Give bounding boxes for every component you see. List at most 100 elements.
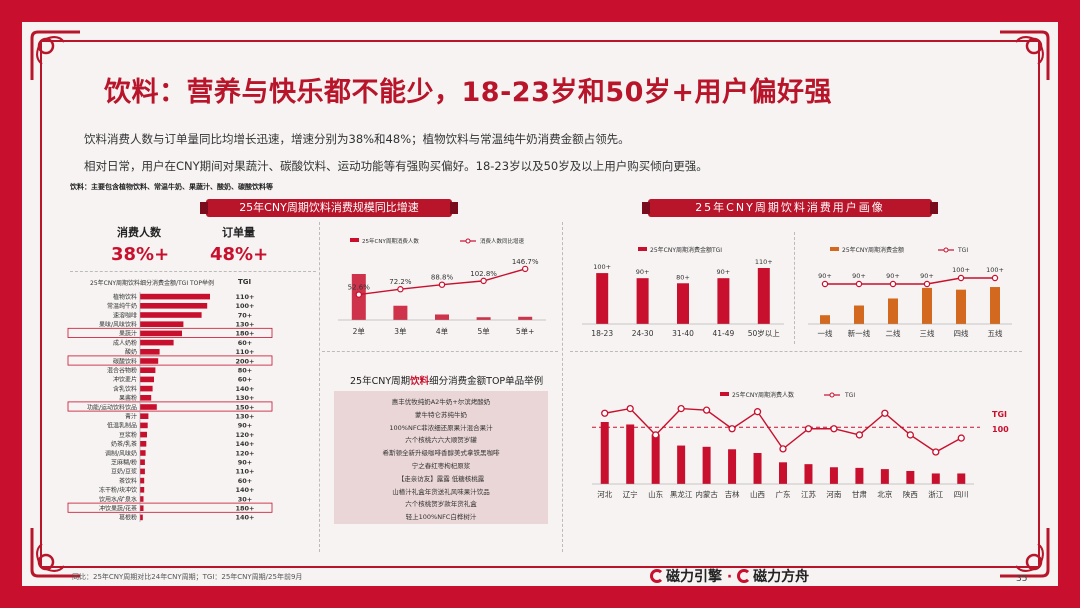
category-label: 碳酸饮料	[113, 357, 137, 365]
left-section-banner: 25年CNY周期饮料消费规模同比增速	[200, 199, 458, 217]
corner-ornament-icon	[1000, 528, 1050, 578]
bar	[728, 449, 737, 484]
data-label: 100+	[986, 266, 1004, 274]
order-growth-chart: 25年CNY周期消费人数 消费人数同比增速 2单 3单 4单 5单 5单+ 52.6% 72.2…	[338, 237, 546, 336]
bar	[957, 473, 966, 484]
hbar-chart-title: 25年CNY周期饮料细分消费金额/TGI TOP举例	[90, 280, 214, 287]
tgi-label: 130+	[235, 321, 254, 329]
tgi-label: 100+	[235, 302, 254, 310]
data-label: 102.8%	[470, 270, 497, 278]
bar	[140, 330, 182, 337]
tgi-label: 150+	[235, 403, 254, 411]
inner-border	[40, 40, 1040, 568]
bar	[702, 446, 711, 484]
tgi-point	[855, 431, 864, 439]
tgi-point	[779, 445, 787, 453]
bar	[906, 470, 915, 484]
top-list-item: 山楂汁礼盒年货送礼风味果汁饮品	[392, 487, 490, 496]
tgi-label: 130+	[235, 413, 254, 421]
x-tick-label: 新一线	[848, 328, 871, 338]
tgi-label: 110+	[235, 468, 254, 476]
legend-label: TGI	[844, 392, 855, 399]
bar	[626, 424, 635, 484]
province-chart: 25年CNY周期消费人数 TGI TGI 100 河北 辽宁 山东 黑龙江 内蒙古 吉林 山西 广东江…	[592, 391, 1009, 499]
tgi-point	[881, 409, 889, 417]
x-tick-label: 吉林	[725, 489, 740, 499]
top-list-item: 六个核桃六六大顺贺岁罐	[405, 436, 477, 445]
tgi-label: 110+	[235, 348, 254, 356]
data-label: 90+	[920, 272, 934, 280]
category-label: 冲饮果蔬/花茶	[99, 505, 137, 513]
category-label: 茶饮料	[119, 477, 137, 485]
bar	[888, 298, 898, 324]
divider	[70, 271, 316, 272]
bar	[820, 315, 830, 324]
bar	[829, 467, 838, 484]
bar	[140, 487, 145, 493]
x-tick-label: 北京	[877, 489, 892, 499]
corner-ornament-icon	[1000, 30, 1050, 80]
x-tick-label: 四线	[954, 328, 969, 338]
divider	[562, 222, 563, 552]
x-tick-label: 4单	[436, 326, 449, 336]
bar	[651, 434, 660, 484]
tgi-point	[652, 431, 660, 439]
category-note: 饮料：主要包含植物饮料、常温牛奶、果蔬汁、酸奶、碳酸饮料等	[70, 183, 273, 191]
data-label: 100+	[593, 263, 611, 271]
bar	[140, 431, 147, 438]
legend-label: TGI	[957, 247, 968, 254]
data-label: 88.8%	[431, 274, 454, 282]
x-tick-label: 5单+	[516, 326, 535, 336]
age-tgi-chart: 25年CNY周期消费金额TGI 100+ 18-23 90+ 24-30 80+ 31-40…	[582, 246, 784, 338]
brand-icon	[737, 569, 752, 583]
highlight-box	[67, 502, 273, 513]
legend-marker	[829, 392, 835, 398]
tgi-label: 120+	[235, 431, 254, 439]
category-label: 奶茶/乳茶	[111, 440, 137, 448]
tgi-label: 30+	[238, 495, 253, 503]
bar	[140, 312, 202, 318]
x-tick-label: 41-49	[713, 329, 735, 338]
tgi-label: 130+	[235, 394, 254, 402]
bar	[931, 473, 940, 484]
category-label: 饮用水/矿泉水	[99, 495, 137, 503]
top-list-title: 25年CNY周期饮料细分消费金额TOP单品举例	[350, 376, 544, 387]
category-label: 冻干粉/块冲饮	[99, 486, 137, 494]
tgi-label: 90+	[238, 422, 253, 430]
brand-logo: 磁力引擎 · 磁力方舟	[650, 566, 809, 586]
x-tick-label: 2单	[353, 326, 366, 336]
bar	[140, 422, 148, 429]
tgi-label: 140+	[235, 486, 254, 494]
legend-label: 25年CNY周期消费金额TGI	[650, 246, 722, 254]
legend-label: 25年CNY周期消费金额	[842, 246, 904, 254]
tgi-point	[957, 274, 965, 282]
category-label: 芝麻糊/粉	[111, 459, 137, 467]
category-label: 含乳饮料	[113, 385, 137, 393]
corner-ornament-icon	[30, 528, 80, 578]
legend-label: 消费人数同比增速	[480, 237, 525, 245]
x-tick-label: 山西	[750, 489, 765, 499]
legend-swatch	[350, 238, 359, 242]
tgi-label: 60+	[238, 477, 253, 485]
bar	[393, 305, 408, 320]
bar	[140, 303, 208, 309]
x-tick-label: 甘肃	[852, 489, 867, 499]
category-label: 混合谷物粉	[107, 367, 137, 375]
tgi-point	[677, 404, 685, 413]
tgi-point	[906, 431, 914, 439]
x-tick-label: 5单	[477, 326, 490, 336]
x-tick-label: 河北	[597, 490, 612, 499]
x-tick-label: 浙江	[928, 489, 943, 499]
bar	[922, 287, 932, 324]
bar	[140, 339, 174, 346]
x-tick-label: 山东	[648, 489, 663, 499]
bar	[757, 268, 770, 324]
category-label: 葛根粉	[119, 514, 137, 522]
data-label: 90+	[636, 268, 650, 276]
category-label: 果蔬汁	[119, 330, 137, 338]
highlight-box	[67, 355, 273, 366]
growth-point	[480, 277, 487, 285]
category-label: 常温纯牛奶	[107, 302, 137, 310]
tgi-label: 180+	[235, 330, 254, 338]
category-label: 功能/运动饮料饮品	[87, 403, 137, 411]
